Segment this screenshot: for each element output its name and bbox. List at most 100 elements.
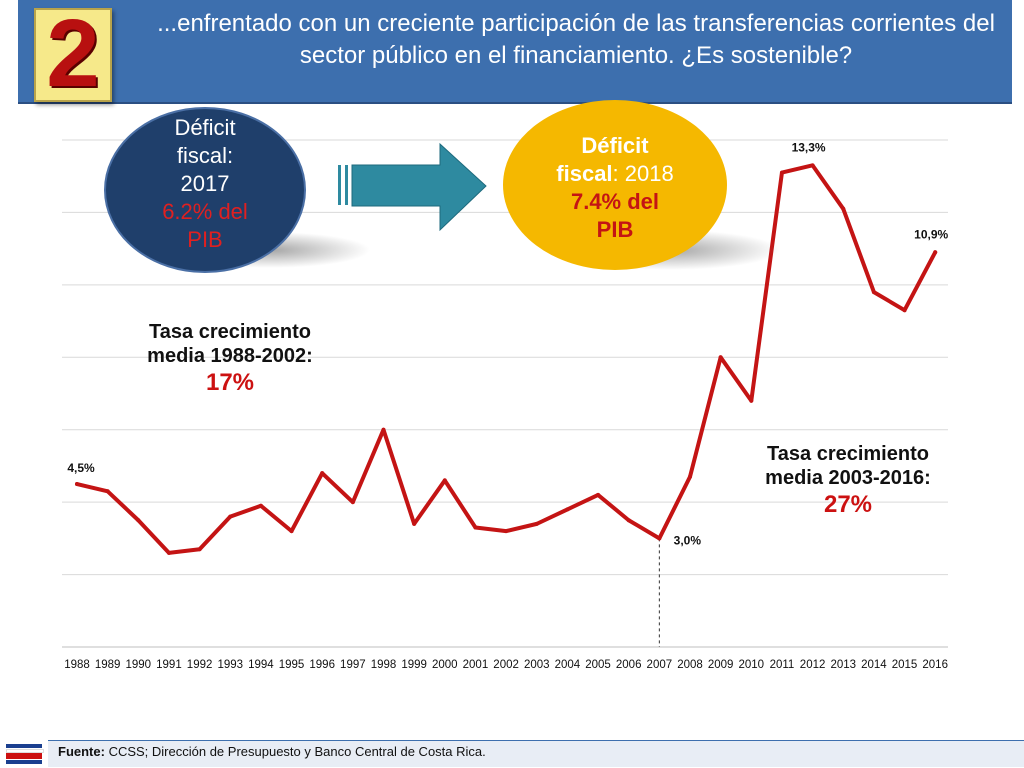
x-tick-label: 2013 — [830, 659, 856, 671]
annotation-line: Tasa crecimiento — [149, 321, 311, 343]
callout-line: 6.2% del — [162, 199, 248, 224]
data-point — [258, 503, 263, 508]
data-point — [473, 525, 478, 530]
callout-word: : 2018 — [612, 161, 674, 186]
data-point — [810, 163, 815, 168]
data-label: 3,0% — [674, 533, 702, 547]
x-axis-ticks: 1988 1989 1990 1991 1992 1993 1994 1995 1996 1997… — [64, 659, 948, 671]
x-tick-label: 2006 — [616, 659, 642, 671]
data-point — [166, 550, 171, 555]
x-tick-label: 2011 — [770, 659, 795, 671]
data-label: 10,9% — [914, 227, 948, 241]
callout-line: Déficit — [174, 115, 236, 140]
data-point — [381, 427, 386, 432]
x-tick-label: 2016 — [922, 659, 948, 671]
data-point — [779, 170, 784, 175]
x-tick-label: 1997 — [340, 659, 366, 671]
callout-line: PIB — [187, 227, 223, 252]
line-chart: 1988 1989 1990 1991 1992 1993 1994 1995 1996 1997… — [62, 100, 949, 671]
x-tick-label: 2007 — [647, 659, 673, 671]
data-point — [902, 308, 907, 313]
data-point — [504, 529, 509, 534]
data-point — [75, 482, 79, 487]
x-tick-label: 1992 — [187, 659, 213, 671]
data-point — [350, 500, 355, 505]
x-tick-label: 1998 — [371, 659, 397, 671]
x-tick-label: 1999 — [401, 659, 427, 671]
flag-stripe — [6, 760, 42, 764]
source-label: Fuente: — [58, 744, 105, 759]
annotation-value: 17% — [205, 369, 255, 396]
callout-word: fiscal — [556, 161, 613, 186]
growth-rate-annotation-2: Tasa crecimiento media 2003-2016: 27% — [728, 442, 968, 520]
source-note: Fuente: CCSS; Dirección de Presupuesto y… — [58, 744, 486, 759]
data-point — [871, 290, 876, 295]
deficit-2017-text: Déficit fiscal: 2017 6.2% del PIB — [125, 114, 285, 254]
x-tick-label: 2003 — [524, 659, 550, 671]
x-tick-label: 2010 — [739, 659, 765, 671]
x-tick-label: 2000 — [432, 659, 458, 671]
deficit-2017-bubble — [104, 107, 306, 273]
x-tick-label: 2001 — [463, 659, 489, 671]
x-tick-label: 2008 — [677, 659, 703, 671]
annotation-line: Tasa crecimiento — [767, 443, 929, 465]
data-point — [197, 547, 202, 552]
x-tick-label: 2005 — [585, 659, 611, 671]
callout-line: fiscal: 2018 — [525, 160, 705, 188]
data-point — [688, 474, 692, 479]
x-tick-label: 1989 — [95, 659, 121, 671]
x-tick-label: 2015 — [892, 659, 918, 671]
x-tick-label: 2014 — [861, 659, 887, 671]
x-tick-label: 2002 — [493, 659, 519, 671]
annotation-line: media 2003-2016: — [765, 467, 931, 489]
data-point — [718, 355, 723, 360]
data-point — [657, 536, 662, 541]
right-arrow-icon — [338, 142, 487, 232]
x-tick-label: 1990 — [126, 659, 152, 671]
x-tick-label: 1995 — [279, 659, 305, 671]
data-point — [841, 206, 846, 211]
callout-line: 7.4% del — [570, 189, 660, 214]
data-point — [136, 518, 141, 523]
data-point — [228, 514, 233, 519]
data-point — [412, 521, 417, 526]
data-point — [626, 518, 631, 523]
growth-rate-annotation-1: Tasa crecimiento media 1988-2002: 17% — [110, 320, 350, 398]
data-label: 13,3% — [792, 140, 826, 154]
x-tick-label: 2004 — [555, 659, 581, 671]
annotation-value: 27% — [823, 491, 873, 518]
source-text: CCSS; Dirección de Presupuesto y Banco C… — [104, 744, 486, 759]
callout-line: fiscal: — [176, 143, 234, 168]
data-point — [105, 489, 110, 494]
deficit-2018-bubble — [503, 100, 727, 270]
data-label: 4,5% — [67, 461, 95, 475]
x-tick-label: 1993 — [217, 659, 243, 671]
data-point — [534, 521, 539, 526]
data-points — [75, 163, 938, 555]
data-labels: 4,5% 3,0% 13,3% 10,9% — [67, 140, 948, 547]
slide-title: ...enfrentado con un creciente participa… — [157, 10, 995, 69]
x-tick-label: 1991 — [156, 659, 182, 671]
flag-stripe — [6, 749, 44, 753]
deficit-2018-text: Déficit fiscal: 2018 7.4% del PIB — [525, 132, 705, 244]
data-point — [933, 250, 938, 255]
title-bar: 2 ...enfrentado con un creciente partici… — [18, 0, 1012, 104]
section-number: 2 — [46, 0, 100, 107]
data-point — [596, 492, 601, 497]
data-point — [749, 398, 754, 403]
x-tick-label: 2012 — [800, 659, 826, 671]
x-tick-label: 1988 — [64, 659, 90, 671]
flag-stripe — [6, 744, 42, 748]
callout-line: PIB — [596, 217, 634, 242]
footer: Fuente: CCSS; Dirección de Presupuesto y… — [0, 738, 1024, 768]
x-tick-label: 1994 — [248, 659, 274, 671]
x-tick-label: 1996 — [309, 659, 335, 671]
data-point — [289, 529, 294, 534]
callout-line: Déficit — [581, 133, 649, 158]
x-tick-label: 2009 — [708, 659, 734, 671]
data-point — [565, 507, 570, 512]
annotation-line: media 1988-2002: — [147, 345, 313, 367]
flag-stripe — [6, 753, 42, 759]
data-point — [442, 478, 447, 483]
footer-bar — [48, 740, 1024, 767]
